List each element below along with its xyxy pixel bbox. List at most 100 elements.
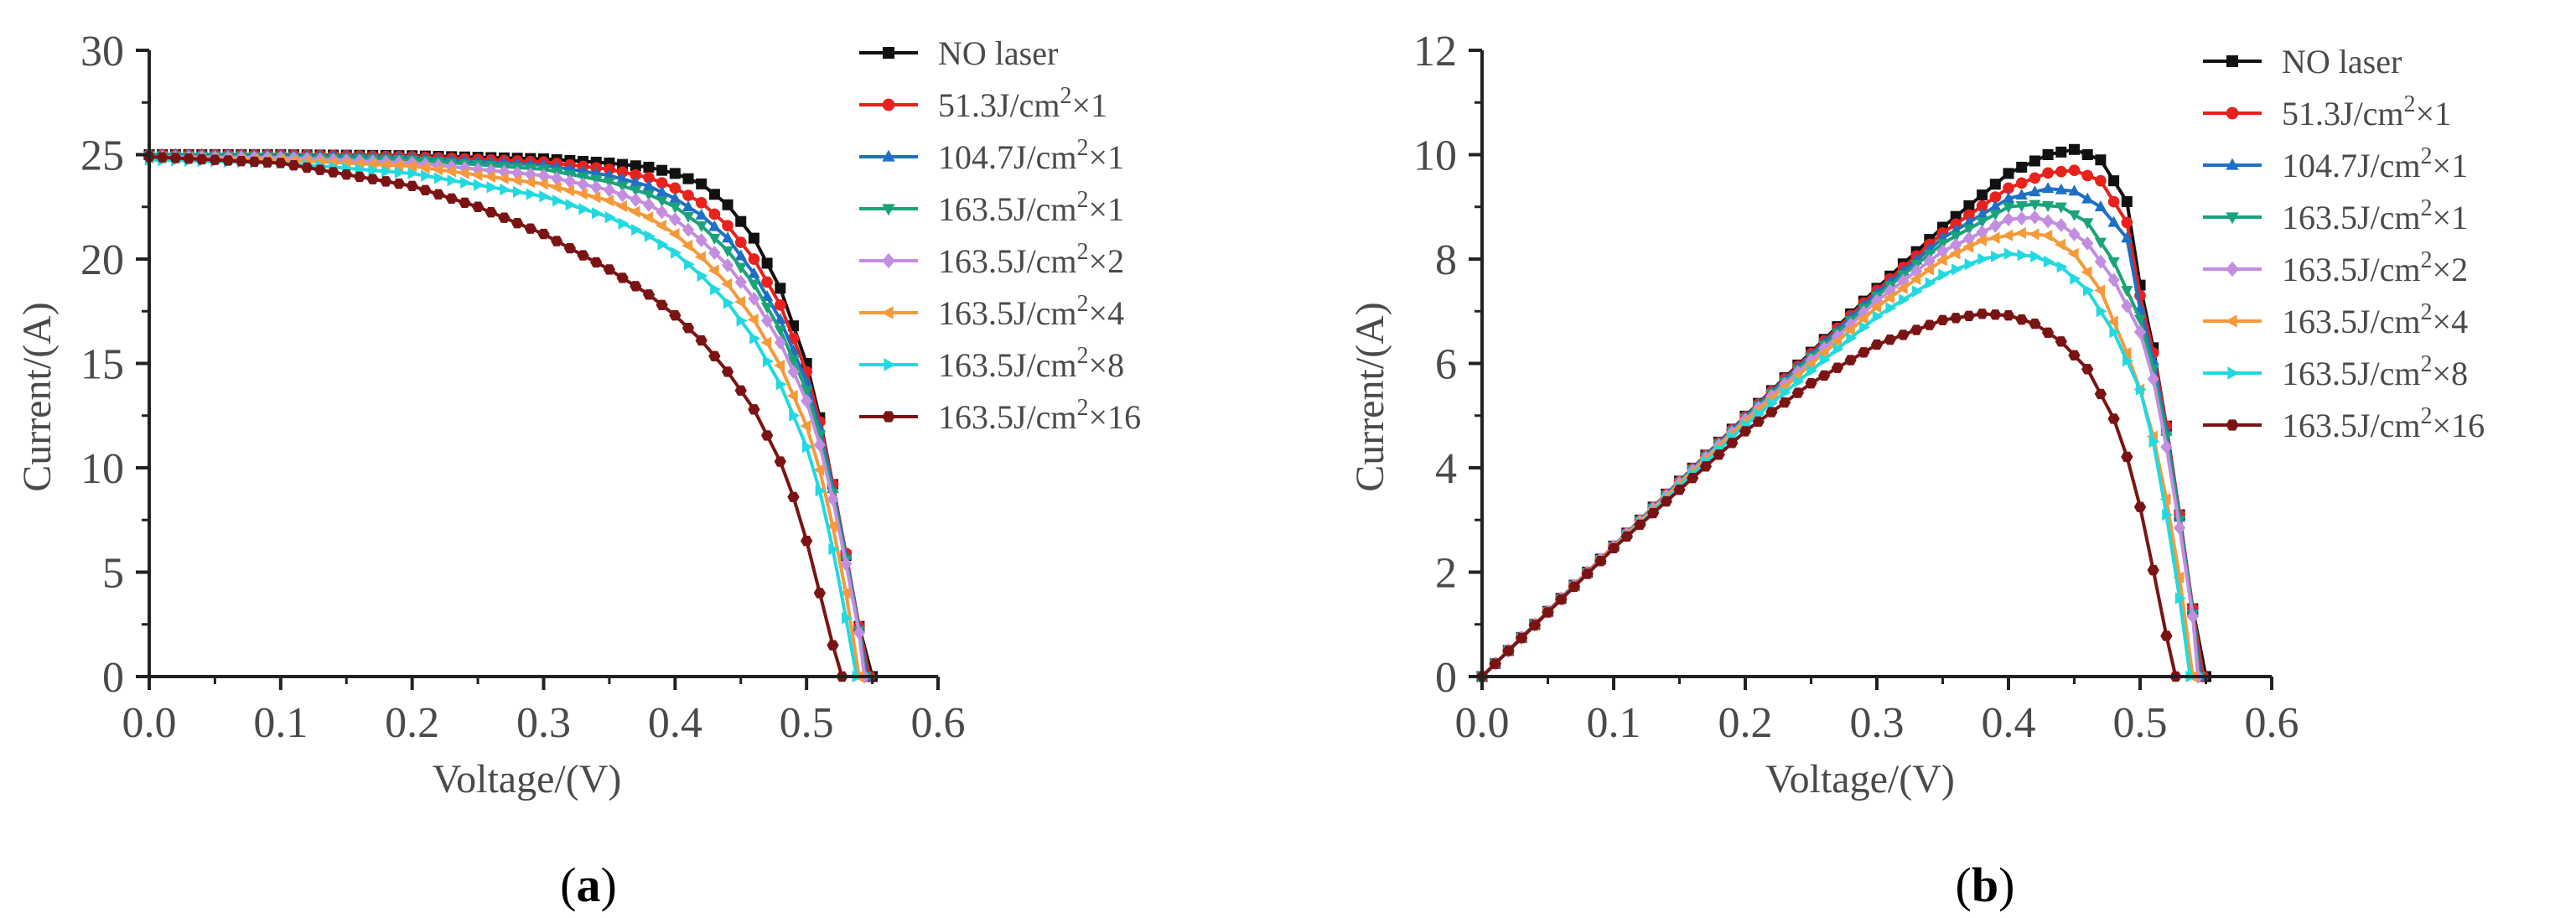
data-point — [747, 314, 759, 326]
data-point — [630, 160, 641, 172]
data-point — [1950, 313, 1962, 324]
data-point — [1646, 507, 1660, 519]
data-point — [642, 289, 656, 300]
data-point — [2147, 564, 2159, 576]
data-point — [2055, 202, 2067, 214]
data-point — [156, 152, 168, 163]
data-point — [748, 291, 760, 306]
data-point — [524, 176, 536, 189]
series-line — [1480, 148, 2208, 678]
data-point — [1820, 354, 1831, 366]
legend-label: 163.5J/cm2×1 — [2282, 195, 2468, 236]
data-point — [2107, 257, 2120, 268]
legend-item: 163.5J/cm2×4 — [859, 291, 1124, 332]
data-point — [2121, 196, 2133, 208]
data-point — [761, 257, 773, 269]
legend-marker — [2225, 314, 2237, 328]
data-point — [682, 173, 694, 184]
data-point — [734, 274, 747, 289]
data-point — [1804, 358, 1816, 371]
data-point — [2055, 336, 2067, 347]
data-point — [644, 230, 656, 242]
data-point — [578, 203, 590, 215]
data-point — [760, 336, 772, 349]
data-point — [1962, 224, 1976, 236]
legend-label: 104.7J/cm2×1 — [2282, 143, 2468, 184]
data-point — [1502, 646, 1515, 656]
data-point — [1885, 302, 1897, 314]
y-axis-title: Current/(A) — [15, 302, 60, 492]
data-point — [407, 167, 419, 180]
data-point — [2173, 571, 2185, 583]
data-point — [2003, 247, 2015, 260]
data-point — [723, 297, 734, 309]
x-tick-label: 0.1 — [253, 699, 308, 747]
y-tick-label: 15 — [80, 341, 124, 389]
data-point — [696, 178, 707, 189]
data-point — [248, 156, 261, 168]
legend-marker — [2226, 158, 2239, 170]
data-point — [749, 332, 761, 345]
data-point — [642, 211, 654, 224]
data-point — [2042, 167, 2054, 179]
data-point — [2133, 501, 2147, 512]
data-point — [736, 314, 748, 327]
legend-label: NO laser — [938, 34, 1058, 72]
data-point — [630, 169, 642, 181]
data-point — [577, 250, 589, 261]
data-point — [1818, 370, 1831, 381]
data-point — [630, 185, 642, 197]
data-point — [1977, 252, 1989, 266]
data-point — [722, 199, 733, 210]
data-point — [643, 172, 655, 184]
legend-item: 163.5J/cm2×16 — [2203, 403, 2485, 444]
legend-item: 104.7J/cm2×1 — [2203, 143, 2468, 184]
data-point — [671, 246, 682, 259]
data-point — [2121, 286, 2133, 298]
data-point — [497, 172, 509, 185]
series-line — [148, 155, 844, 677]
data-point — [682, 222, 695, 237]
data-point — [2068, 164, 2081, 176]
data-point — [2107, 413, 2120, 424]
data-point — [1859, 321, 1871, 334]
data-point — [1989, 179, 2001, 190]
data-point — [815, 485, 827, 497]
data-point — [1896, 282, 1908, 295]
data-point — [682, 200, 695, 211]
data-point — [2186, 609, 2199, 624]
data-point — [1515, 632, 1528, 644]
data-point — [432, 163, 443, 176]
data-point — [563, 242, 577, 254]
series-3 — [1475, 200, 2205, 683]
data-point — [1975, 234, 1987, 246]
legend-label: NO laser — [2282, 43, 2402, 80]
data-point — [2081, 218, 2094, 230]
data-point — [2029, 185, 2041, 197]
data-point — [853, 625, 866, 641]
data-point — [656, 196, 668, 208]
data-point — [366, 174, 379, 184]
data-point — [2015, 200, 2028, 212]
legend-marker — [2226, 261, 2239, 277]
data-point — [774, 298, 786, 311]
data-point — [2096, 305, 2107, 318]
data-point — [734, 236, 747, 248]
data-point — [1778, 397, 1791, 408]
data-point — [473, 179, 485, 191]
data-point — [2015, 177, 2028, 189]
y-tick-label: 8 — [1435, 236, 1457, 284]
data-point — [2068, 210, 2081, 221]
data-point — [1806, 365, 1818, 377]
data-point — [2108, 175, 2120, 187]
data-point — [2029, 210, 2041, 225]
y-tick-label: 30 — [80, 28, 124, 75]
data-point — [2121, 216, 2133, 229]
series-line — [149, 153, 872, 677]
y-tick-label: 10 — [80, 445, 124, 493]
y-tick-label: 12 — [1413, 28, 1457, 75]
data-point — [2174, 592, 2186, 604]
legend-item: NO laser — [2203, 43, 2402, 80]
data-point — [748, 279, 760, 291]
x-tick-label: 0.5 — [2113, 699, 2168, 747]
